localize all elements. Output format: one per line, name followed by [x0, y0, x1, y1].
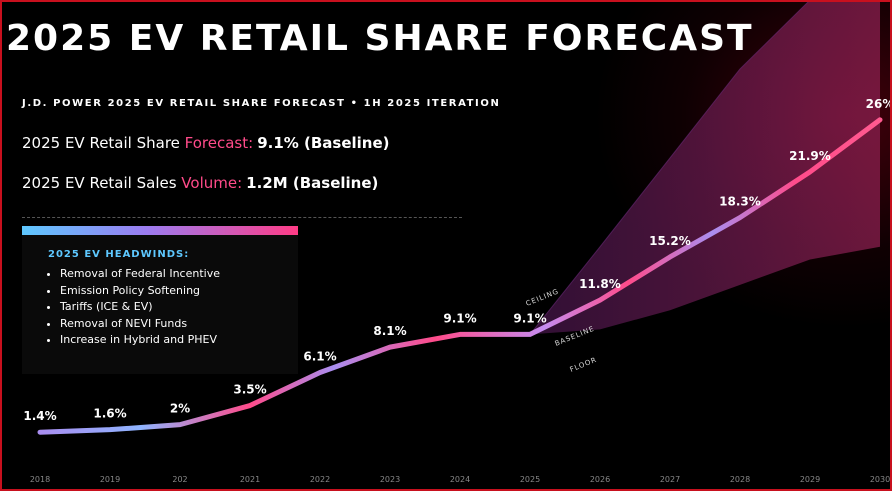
share-forecast-stat: 2025 EV Retail Share Forecast: 9.1% (Base…	[22, 134, 390, 152]
data-label-2027: 15.2%	[649, 234, 691, 248]
forecast-range-band	[460, 0, 880, 335]
x-tick-2018: 2018	[30, 475, 50, 484]
headwinds-panel: 2025 EV HEADWINDS: Removal of Federal In…	[22, 226, 298, 374]
data-label-2025: 9.1%	[513, 311, 546, 325]
data-label-2022: 6.1%	[303, 350, 336, 364]
x-tick-2019: 2019	[100, 475, 120, 484]
data-label-2030: 26%	[866, 97, 892, 111]
headwind-item: Increase in Hybrid and PHEV	[60, 332, 298, 349]
x-tick-2022: 2022	[310, 475, 330, 484]
data-label-2029: 21.9%	[789, 149, 831, 163]
page-title: 2025 EV RETAIL SHARE FORECAST	[6, 18, 754, 59]
headwind-item: Tariffs (ICE & EV)	[60, 299, 298, 316]
x-tick-2026: 2026	[590, 475, 610, 484]
headwind-item: Removal of Federal Incentive	[60, 266, 298, 283]
sales-volume-stat: 2025 EV Retail Sales Volume: 1.2M (Baseli…	[22, 174, 378, 192]
share-forecast-value: 9.1% (Baseline)	[257, 134, 390, 152]
baseline-series-line	[37, 117, 883, 435]
share-forecast-prefix: 2025 EV Retail Share	[22, 134, 185, 152]
divider	[22, 217, 462, 218]
headwinds-title: 2025 EV HEADWINDS:	[48, 249, 190, 260]
floor-label: FLOOR	[569, 356, 598, 374]
data-label-2019: 1.6%	[93, 407, 126, 421]
data-label-2018: 1.4%	[23, 409, 56, 423]
x-tick-2030: 2030	[870, 475, 890, 484]
share-forecast-highlight: Forecast:	[184, 134, 254, 152]
data-label-202: 2%	[170, 402, 190, 416]
sales-volume-value: 1.2M (Baseline)	[246, 174, 379, 192]
x-tick-2028: 2028	[730, 475, 750, 484]
headwind-item: Removal of NEVI Funds	[60, 316, 298, 333]
data-label-2028: 18.3%	[719, 195, 761, 209]
headwinds-gradient-bar	[22, 226, 298, 235]
data-label-2026: 11.8%	[579, 277, 621, 291]
x-tick-2023: 2023	[380, 475, 400, 484]
chart-subtitle: J.D. POWER 2025 EV RETAIL SHARE FORECAST…	[22, 98, 501, 109]
x-tick-2029: 2029	[800, 475, 820, 484]
sales-volume-prefix: 2025 EV Retail Sales	[22, 174, 182, 192]
headwind-item: Emission Policy Softening	[60, 283, 298, 300]
sales-volume-highlight: Volume:	[181, 174, 243, 192]
data-label-2021: 3.5%	[233, 383, 266, 397]
headwinds-list: Removal of Federal Incentive Emission Po…	[38, 266, 298, 349]
data-label-2023: 8.1%	[373, 324, 406, 338]
x-tick-2025: 2025	[520, 475, 540, 484]
x-tick-2021: 2021	[240, 475, 260, 484]
x-tick-202: 202	[172, 475, 187, 484]
x-tick-2024: 2024	[450, 475, 470, 484]
data-label-2024: 9.1%	[443, 311, 476, 325]
x-tick-2027: 2027	[660, 475, 680, 484]
